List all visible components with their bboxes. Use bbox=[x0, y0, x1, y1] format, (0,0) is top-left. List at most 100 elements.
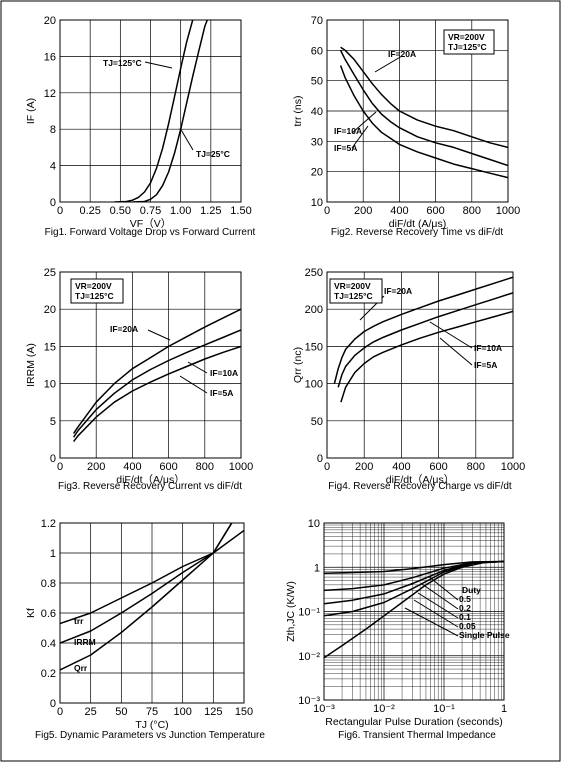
fig6-label-duty: Duty bbox=[462, 585, 481, 595]
fig5-caption: Fig5. Dynamic Parameters vs Junction Tem… bbox=[35, 730, 265, 741]
annotation-leader-line bbox=[351, 125, 369, 149]
fig5-y-axis-label: Kf bbox=[25, 608, 37, 618]
fig3-series-line-0 bbox=[72, 308, 241, 434]
fig4-y-axis-label: Qrr (nc) bbox=[292, 347, 304, 383]
charts-group: 0 0.25 0.50 0.75 1.00 1.25 1.50048121620VF（V）I… bbox=[25, 15, 525, 741]
fig4-x-tick-label: 400 bbox=[392, 461, 410, 473]
fig4-series-line-2 bbox=[340, 310, 513, 403]
fig5-y-tick-label: 0.4 bbox=[41, 638, 56, 650]
fig4-x-tick-label: 1000 bbox=[501, 461, 525, 473]
fig4-y-tick-label: 250 bbox=[305, 267, 323, 279]
fig1-series-line-1 bbox=[132, 20, 209, 202]
fig2-y-axis-label: trr (ns) bbox=[292, 96, 304, 127]
fig3-plot-area bbox=[59, 271, 242, 459]
fig6-series-line-4 bbox=[324, 560, 504, 659]
fig4-x-tick-label: 800 bbox=[467, 461, 485, 473]
fig2-x-tick-label: 200 bbox=[354, 205, 372, 217]
fig1-y-tick-label: 0 bbox=[50, 197, 56, 209]
fig5-series-line-2 bbox=[60, 523, 233, 671]
annotation-leader-line bbox=[179, 375, 208, 394]
fig3-label-if20: IF=20A bbox=[110, 324, 138, 334]
fig2-y-tick-label: 10 bbox=[311, 197, 323, 209]
fig5-x-tick-label: 50 bbox=[115, 706, 127, 718]
fig6-x-axis-label: Rectangular Pulse Duration (seconds) bbox=[325, 716, 502, 728]
annotation-leader-line bbox=[417, 592, 459, 619]
fig4-x-tick-label: 200 bbox=[355, 461, 373, 473]
fig2-label-tj: TJ=125°C bbox=[448, 42, 487, 52]
fig5-y-tick-label: 1.2 bbox=[41, 518, 56, 530]
annotation-leader-line bbox=[427, 575, 459, 601]
annotation-leader-line bbox=[374, 55, 403, 73]
fig2-series-line-2 bbox=[339, 65, 508, 179]
fig5-x-tick-label: 75 bbox=[146, 706, 158, 718]
fig1-y-axis-label: IF (A) bbox=[25, 98, 37, 124]
fig2-label-vr: VR=200V bbox=[448, 32, 485, 42]
fig4-chart: 0 200 400 600 800 1000 0 50 100 150 200 250 diF/dt（A… bbox=[292, 267, 525, 492]
fig1-x-tick-label: 1.00 bbox=[170, 205, 191, 217]
fig4-label-tj: TJ=125°C bbox=[334, 291, 373, 301]
fig6-label-d05: 0.5 bbox=[459, 594, 471, 604]
fig6-y-tick-label: 1 bbox=[314, 562, 320, 574]
fig5-label-trr: trr bbox=[74, 616, 84, 626]
fig1-label-tj25: TJ=25°C bbox=[196, 149, 230, 159]
fig6-series-line-3 bbox=[324, 560, 504, 617]
fig2-y-tick-label: 30 bbox=[311, 136, 323, 148]
fig3-label-vr: VR=200V bbox=[75, 281, 112, 291]
fig6-x-tick-label: 1 bbox=[501, 703, 507, 715]
annotation-leader-line bbox=[147, 329, 171, 341]
fig6-label-d01: 0.1 bbox=[459, 612, 471, 622]
fig3-x-tick-label: 200 bbox=[87, 461, 105, 473]
fig2-x-tick-label: 800 bbox=[463, 205, 481, 217]
fig4-caption: Fig4. Reverse Recovery Charge vs diF/dt bbox=[328, 481, 512, 492]
fig5-x-tick-label: 100 bbox=[173, 706, 191, 718]
fig4-series-line-0 bbox=[333, 276, 513, 384]
fig2-y-tick-label: 70 bbox=[311, 15, 323, 27]
fig3-y-tick-label: 15 bbox=[44, 341, 56, 353]
fig1-y-tick-label: 4 bbox=[50, 161, 56, 173]
fig3-x-tick-label: 0 bbox=[57, 461, 63, 473]
fig6-label-d02: 0.2 bbox=[459, 603, 471, 613]
fig3-x-tick-label: 1000 bbox=[229, 461, 253, 473]
fig1-x-tick-label: 0.50 bbox=[110, 205, 131, 217]
fig6-y-tick-label: 10⁻³ bbox=[298, 695, 320, 707]
fig4-y-tick-label: 0 bbox=[317, 453, 323, 465]
fig3-y-tick-label: 25 bbox=[44, 267, 56, 279]
annotation-leader-line bbox=[439, 337, 473, 366]
fig2-caption: Fig2. Reverse Recovery Time vs diF/dt bbox=[331, 227, 503, 238]
fig4-x-tick-label: 600 bbox=[429, 461, 447, 473]
fig6-y-tick-label: 10⁻² bbox=[298, 651, 320, 663]
fig4-y-tick-label: 200 bbox=[305, 304, 323, 316]
fig6-caption: Fig6. Transient Thermal Impedance bbox=[338, 730, 496, 741]
fig5-y-tick-label: 1 bbox=[50, 548, 56, 560]
fig4-label-if10: IF=10A bbox=[474, 343, 502, 353]
fig6-label-d005: 0.05 bbox=[459, 621, 476, 631]
fig3-label-if10: IF=10A bbox=[210, 368, 238, 378]
fig5-label-qrr: Qrr bbox=[74, 663, 88, 673]
fig5-y-tick-label: 0.8 bbox=[41, 578, 56, 590]
fig5-x-tick-label: 0 bbox=[57, 706, 63, 718]
fig1-x-tick-label: 1.50 bbox=[230, 205, 251, 217]
annotation-leader-line bbox=[351, 111, 377, 134]
fig2-label-if5: IF=5A bbox=[334, 143, 357, 153]
fig3-label-tj: TJ=125°C bbox=[75, 291, 114, 301]
fig4-label-vr: VR=200V bbox=[334, 281, 371, 291]
fig1-x-axis-label: VF（V） bbox=[130, 218, 171, 230]
fig3-series-line-1 bbox=[72, 329, 241, 438]
fig6-y-tick-label: 10⁻¹ bbox=[298, 607, 320, 619]
annotation-leader-line bbox=[404, 607, 459, 637]
annotation-leader-line bbox=[413, 599, 459, 628]
annotation-leaders bbox=[144, 55, 473, 637]
fig3-x-tick-label: 600 bbox=[159, 461, 177, 473]
fig6-label-single: Single Pulse bbox=[459, 630, 510, 640]
fig5-y-tick-label: 0 bbox=[50, 698, 56, 710]
fig6-chart: 10⁻³ 10⁻² 10⁻¹ 1 10⁻³ 10⁻² 10⁻¹ 1 10 Rectangular … bbox=[285, 518, 507, 741]
fig2-y-tick-label: 20 bbox=[311, 167, 323, 179]
fig2-y-tick-label: 60 bbox=[311, 45, 323, 57]
fig5-y-tick-label: 0.6 bbox=[41, 608, 56, 620]
fig6-x-tick-label: 10⁻³ bbox=[313, 703, 335, 715]
fig2-x-axis-label: diF/dt (A/μs) bbox=[389, 218, 446, 230]
fig1-y-tick-label: 16 bbox=[44, 51, 56, 63]
fig5-x-tick-label: 25 bbox=[85, 706, 97, 718]
